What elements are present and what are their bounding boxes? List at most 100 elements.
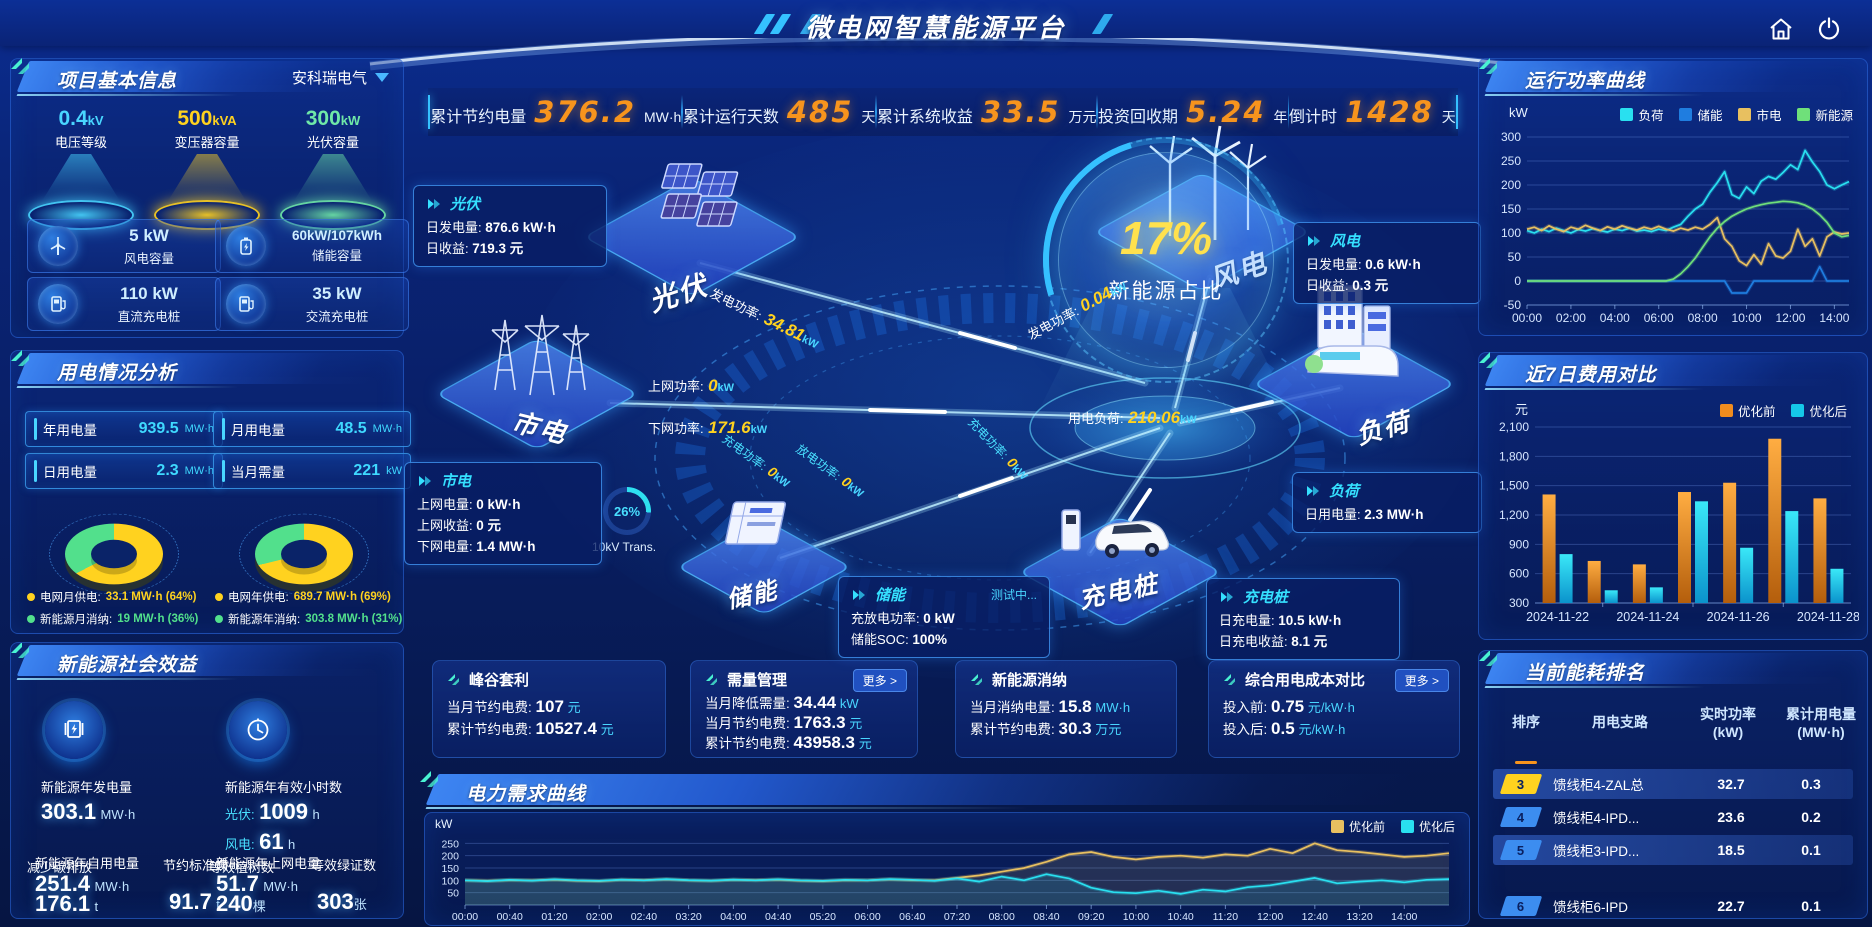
- panel-header: 用电情况分析: [11, 350, 403, 389]
- label-coal-saved: 节约标准煤: [163, 858, 229, 873]
- svg-text:08:40: 08:40: [1033, 911, 1059, 923]
- power-icon: [1818, 17, 1840, 40]
- svg-text:10:00: 10:00: [1123, 911, 1149, 923]
- more-button[interactable]: 更多 >: [1394, 669, 1449, 692]
- panel-corner-icon: [11, 58, 29, 74]
- svg-text:02:00: 02:00: [1556, 311, 1586, 325]
- stat-pv-capacity: 300kW 光伏容量: [273, 107, 393, 230]
- value-to-grid: 51.7 MW·h: [216, 871, 298, 896]
- legend-renewable[interactable]: 新能源: [1797, 105, 1853, 124]
- chevron-down-icon: [375, 73, 389, 82]
- table-row[interactable]: 5 馈线柜3-IPD... 18.5 0.1: [1493, 835, 1853, 865]
- stat-day-usage: 日用电量 2.3 MW·h: [25, 453, 223, 489]
- panel-power-usage: 用电情况分析 年用电量 939.5 MW·h 月用电量 48.5 MW·h 日用电量…: [10, 350, 411, 634]
- svg-text:600: 600: [1509, 567, 1529, 581]
- card-demand-management: 需量管理 更多 > 当月降低需量: 34.44 kW 当月节约电费: 1763.…: [690, 660, 918, 758]
- panel-demand-curve: kW 优化前 优化后 50 100 150 200 250 00:00 00:40 01:20…: [424, 812, 1470, 926]
- value-coal-saved: 91.7 t: [169, 889, 220, 914]
- tile-wind-capacity: 5 kW 风电容量: [27, 219, 221, 273]
- svg-text:-50: -50: [1504, 298, 1522, 312]
- svg-text:2,100: 2,100: [1499, 421, 1529, 434]
- home-button[interactable]: [1764, 14, 1798, 44]
- svg-text:2024-11-26: 2024-11-26: [1707, 610, 1770, 624]
- legend-load[interactable]: 负荷: [1620, 105, 1663, 124]
- flow-grid-down: 下网功率: 171.6kW: [648, 418, 768, 437]
- donut-year-supply: [239, 513, 369, 595]
- flow-storage-discharge: 放电功率: 0kW: [793, 441, 866, 501]
- svg-text:09:20: 09:20: [1078, 911, 1104, 923]
- legend-before-optimization[interactable]: 优化前: [1719, 401, 1775, 420]
- card-wind: 风电 日发电量: 0.6 kW·h 日收益: 0.3 元: [1293, 222, 1481, 304]
- table-row[interactable]: 4 馈线柜4-IPD... 23.6 0.2: [1493, 802, 1853, 832]
- table-row[interactable]: 3 馈线柜4-ZAL总 32.7 0.3: [1493, 769, 1853, 799]
- panel-header: 当前能耗排名: [1479, 651, 1867, 689]
- renewable-percentage-label: 新能源占比: [1108, 280, 1224, 303]
- svg-text:07:20: 07:20: [944, 911, 970, 923]
- chart-legend: 优化前 优化后: [1719, 401, 1847, 420]
- kpi-run-days: 累计运行天数 485 天: [682, 95, 876, 129]
- project-selector[interactable]: 安科瑞电气: [292, 67, 389, 88]
- rank-badge: 3: [1499, 774, 1543, 794]
- kpi-countdown: 倒计时 1428 天: [1289, 95, 1456, 129]
- divider: [1287, 95, 1290, 129]
- panel-title: 近7日费用对比: [1525, 365, 1657, 386]
- panel-corner-icon: [11, 350, 29, 366]
- svg-text:14:00: 14:00: [1391, 911, 1417, 923]
- legend-grid-year: 电网年供电: 689.7 MW·h (69%): [215, 589, 391, 605]
- kpi-saved-energy: 累计节约电量 376.2 MW·h: [430, 95, 682, 129]
- panel-corner-icon: [1479, 352, 1497, 368]
- stat-voltage-level: 0.4kV 电压等级: [21, 107, 141, 230]
- dc-charger-icon: [38, 284, 78, 324]
- svg-text:150: 150: [441, 863, 459, 875]
- card-charger: 充电桩 日充电量: 10.5 kW·h 日充电收益: 8.1 元: [1206, 578, 1400, 660]
- legend-after-optimization[interactable]: 优化后: [1791, 401, 1847, 420]
- power-button[interactable]: [1812, 14, 1846, 44]
- svg-text:12:00: 12:00: [1775, 311, 1805, 325]
- svg-text:04:40: 04:40: [765, 911, 791, 923]
- value-wind-hours: 风电: 61 h: [225, 829, 296, 854]
- value-carbon-reduction: 176.1 t: [35, 891, 99, 916]
- card-grid: 市电 上网电量: 0 kW·h 上网收益: 0 元 下网电量: 1.4 MW·h: [404, 462, 602, 565]
- svg-text:01:20: 01:20: [541, 911, 567, 923]
- panel-project-info: 项目基本信息 安科瑞电气 0.4kV 电压等级 500kVA 变压器容量 300…: [10, 58, 409, 338]
- clock-icon: [229, 701, 287, 759]
- panel-corner-icon: [1479, 651, 1497, 666]
- value-self-use: 251.4 MW·h: [35, 871, 130, 896]
- legend-renewable-year: 新能源年消纳: 303.8 MW·h (31%): [215, 611, 402, 627]
- transformer-label: 10kV Trans.: [592, 540, 657, 554]
- card-load: 负荷 日用电量: 2.3 MW·h: [1292, 472, 1482, 533]
- donut-month-supply: [49, 513, 179, 595]
- renewable-percentage: 17%: [1119, 212, 1213, 264]
- svg-text:50: 50: [1508, 250, 1522, 264]
- svg-text:03:20: 03:20: [675, 911, 701, 923]
- more-button[interactable]: 更多 >: [852, 669, 907, 692]
- svg-text:10:40: 10:40: [1167, 911, 1193, 923]
- flow-pv-generation: 发电功率: 34.81kW: [707, 285, 820, 352]
- status-badge: 测试中...: [990, 588, 1037, 602]
- card-cost-comparison: 综合用电成本对比 更多 > 投入前: 0.75 元/kW·h 投入后: 0.5 …: [1208, 660, 1460, 758]
- value-annual-generation: 303.1 MW·h: [41, 799, 136, 824]
- legend-grid[interactable]: 市电: [1738, 105, 1781, 124]
- svg-text:200: 200: [441, 851, 459, 863]
- svg-text:00:40: 00:40: [497, 911, 523, 923]
- value-pv-hours: 光伏: 1009 h: [225, 799, 320, 824]
- y-axis-label: 元: [1515, 402, 1529, 417]
- svg-text:1,500: 1,500: [1499, 479, 1529, 493]
- card-peak-valley-arbitrage: 峰谷套利 当月节约电费: 107 元 累计节约电费: 10527.4 元: [432, 660, 666, 758]
- panel-header: 项目基本信息 安科瑞电气: [11, 58, 403, 97]
- y-axis-label: kW: [1509, 105, 1528, 120]
- cost-comparison-chart: 300 600 900 1,200 1,500 1,800 2,100 2024-11-22 2…: [1499, 421, 1859, 624]
- svg-text:13:20: 13:20: [1346, 911, 1372, 923]
- svg-text:12:40: 12:40: [1302, 911, 1328, 923]
- table-row[interactable]: 6 馈线柜6-IPD 22.7 0.1: [1493, 891, 1853, 918]
- svg-text:900: 900: [1509, 537, 1529, 551]
- legend-after-optimization[interactable]: 优化后: [1400, 818, 1455, 835]
- legend-before-optimization[interactable]: 优化前: [1330, 818, 1385, 835]
- panel-running-power: 运行功率曲线 kW 负荷 储能 市电 新能源 -50 0 50 100 150 200 25…: [1478, 58, 1868, 336]
- legend-storage[interactable]: 储能: [1679, 105, 1722, 124]
- svg-text:06:00: 06:00: [1644, 311, 1674, 325]
- svg-text:04:00: 04:00: [720, 911, 746, 923]
- svg-text:2024-11-22: 2024-11-22: [1526, 610, 1589, 624]
- column-header-branch: 用电支路: [1592, 714, 1648, 730]
